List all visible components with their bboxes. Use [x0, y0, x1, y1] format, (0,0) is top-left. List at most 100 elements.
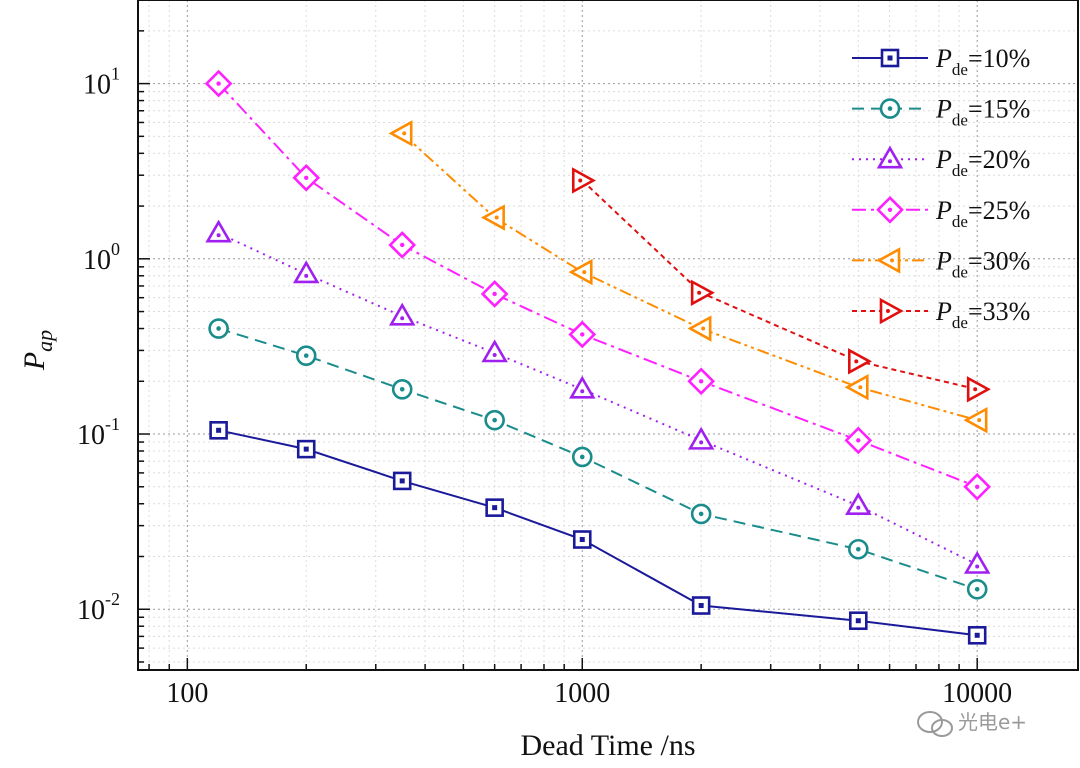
triangle-marker-center: [400, 316, 405, 321]
data-point: [844, 426, 873, 455]
series-4: [388, 120, 988, 434]
legend-item: Pde=33%: [852, 297, 1030, 332]
legend-label-value: =10%: [968, 44, 1030, 73]
data-point: [963, 472, 992, 501]
square-marker-center: [216, 427, 222, 433]
legend-marker: [876, 145, 904, 169]
data-point: [295, 345, 317, 366]
legend-item: Pde=30%: [852, 246, 1030, 281]
diamond-marker-center: [400, 242, 405, 248]
triangle-left-marker-center: [402, 131, 407, 136]
data-point: [205, 219, 232, 243]
triangle-right-marker-center: [854, 359, 859, 364]
circle-marker-center: [216, 326, 221, 331]
triangle-right-marker-center: [973, 387, 978, 392]
triangle-left-marker: [876, 247, 901, 274]
triangle-left-marker-center: [977, 418, 982, 423]
diamond-marker-center: [492, 291, 497, 297]
triangle-marker-center: [304, 273, 309, 278]
data-point: [966, 578, 988, 600]
circle-marker-center: [856, 546, 861, 552]
data-point: [687, 315, 712, 342]
data-point: [572, 530, 592, 549]
triangle-marker-center: [580, 389, 585, 394]
circle-marker-center: [399, 386, 405, 392]
triangle-left-marker-center: [858, 385, 863, 390]
data-point: [392, 471, 412, 491]
data-point: [388, 120, 413, 147]
square-marker-center: [974, 632, 980, 638]
circle-marker-center: [492, 417, 497, 423]
square-marker-center: [579, 537, 585, 543]
data-point: [848, 538, 869, 560]
triangle-left-marker-center: [701, 326, 706, 331]
data-point: [571, 167, 596, 194]
data-point: [208, 318, 229, 339]
data-point: [690, 279, 715, 306]
square-marker-center: [698, 603, 704, 609]
legend-label-value: =15%: [968, 95, 1030, 124]
diamond-marker-center: [974, 484, 980, 489]
x-tick-label: 100: [166, 678, 208, 709]
triangle-left-marker-center: [494, 215, 499, 220]
circle-marker-center: [579, 454, 585, 460]
triangle-left-marker: [568, 258, 593, 286]
triangle-right-marker: [571, 167, 596, 194]
circle-marker-center: [887, 106, 893, 111]
y-tick-label-base: 10: [83, 245, 111, 276]
series-1: [208, 318, 988, 600]
diamond-marker-center: [856, 438, 861, 443]
legend-marker: [876, 195, 904, 224]
y-tick-label-base: 10: [77, 420, 105, 451]
y-tick-label: 10-1: [77, 414, 120, 451]
legend-marker: [879, 297, 904, 325]
series-line: [218, 429, 978, 637]
series-3: [204, 69, 992, 501]
data-point: [391, 378, 413, 400]
series-0: [209, 421, 987, 645]
triangle-marker: [845, 492, 872, 515]
data-point: [687, 426, 715, 450]
data-point: [292, 260, 320, 284]
series-line: [218, 327, 978, 591]
data-point: [569, 375, 596, 399]
x-tick-labels: 100 1000 10000: [166, 678, 1012, 709]
series-5: [571, 167, 991, 403]
x-axis-title: Dead Time /ns: [520, 729, 695, 762]
series-line: [401, 132, 978, 422]
y-tick-label-exp: 0: [111, 239, 120, 259]
diamond-marker-center: [887, 207, 893, 212]
square-marker-center: [399, 478, 405, 484]
y-tick-label: 101: [83, 64, 120, 101]
x-tick-label: 1000: [554, 678, 610, 709]
legend-label-base: P: [935, 246, 952, 275]
triangle-left-marker: [844, 374, 869, 401]
data-point: [204, 69, 233, 98]
legend-label-sub: de: [952, 60, 968, 79]
triangle-right-marker-center: [578, 178, 583, 183]
data-point: [296, 439, 316, 459]
legend-label-base: P: [935, 44, 952, 73]
legend-label-value: =20%: [968, 145, 1030, 174]
legend-label-value: =25%: [968, 196, 1030, 225]
circle-marker-center: [698, 511, 704, 517]
triangle-left-marker: [963, 406, 988, 434]
y-axis-title-base: P: [18, 352, 51, 371]
legend-label: Pde=25%: [935, 196, 1030, 231]
square-marker-center: [855, 618, 861, 624]
circle-marker-center: [974, 586, 980, 592]
square-marker-center: [887, 55, 893, 61]
triangle-marker-center: [975, 564, 980, 569]
series-layer: [204, 69, 992, 645]
data-point: [480, 204, 505, 231]
y-tick-label: 100: [83, 239, 120, 276]
legend-label-value: =30%: [968, 246, 1030, 275]
data-point: [963, 406, 988, 434]
data-point: [690, 503, 712, 525]
diamond-marker-center: [304, 175, 309, 180]
legend-label: Pde=30%: [935, 246, 1030, 281]
data-point: [484, 409, 505, 431]
y-tick-label-exp: -2: [105, 589, 120, 609]
